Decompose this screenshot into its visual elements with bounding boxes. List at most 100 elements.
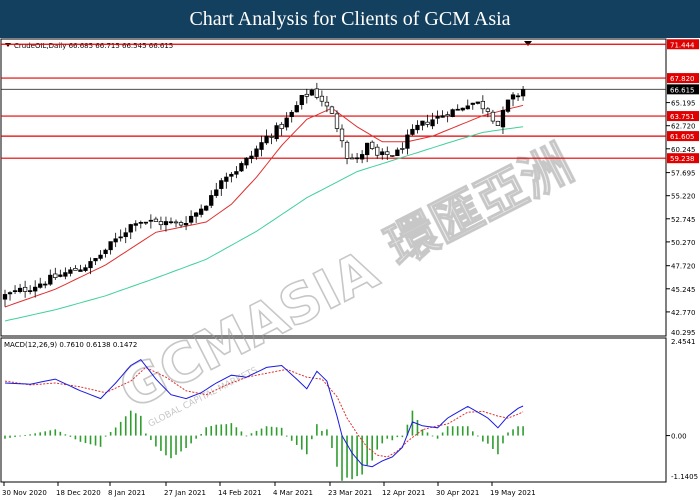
histogram-bar: [306, 435, 308, 455]
candle-body: [113, 238, 118, 243]
candle-body: [395, 149, 400, 157]
candle-body: [183, 222, 189, 226]
candle: [163, 216, 169, 232]
candle: [204, 205, 209, 212]
macd-top-label: 2.4541: [671, 338, 696, 346]
price-tick-label: 52.745: [671, 216, 696, 224]
candle: [465, 99, 470, 110]
candle: [38, 277, 43, 289]
histogram-bar: [4, 435, 6, 439]
histogram-bar: [245, 435, 248, 437]
macd-panel-border: [0, 337, 667, 483]
histogram-bar: [240, 431, 243, 436]
price-tick-label: 47.720: [671, 263, 696, 271]
price-tick-label: 55.220: [671, 193, 696, 201]
price-tick-label: 50.270: [671, 239, 696, 247]
moving-averages: [4, 104, 524, 322]
histogram-bar: [311, 435, 313, 440]
candles: [2, 82, 526, 307]
symbol-info: CrudeOIL,Daily 66.685 66.715 66.545 66.6…: [14, 42, 173, 50]
histogram-bar: [94, 435, 97, 446]
candle-body: [48, 274, 53, 285]
histogram-bar: [29, 434, 31, 436]
candle: [178, 220, 184, 228]
shift-marker-icon[interactable]: [524, 41, 532, 46]
histogram-bar: [89, 435, 92, 445]
candle-body: [425, 121, 430, 125]
histogram-bar: [19, 435, 21, 437]
candle-body: [490, 111, 496, 122]
candle: [289, 110, 294, 123]
level-label: 63.751: [670, 113, 695, 121]
candle: [153, 216, 159, 222]
candle: [183, 216, 189, 231]
candle: [319, 90, 325, 107]
candle: [108, 241, 113, 255]
candle: [7, 291, 13, 301]
time-tick-label: 8 Jan 2021: [108, 489, 146, 497]
candle-body: [279, 123, 284, 129]
candle-body: [138, 222, 143, 224]
candle-body: [365, 142, 370, 156]
histogram-bar: [431, 435, 434, 437]
ma-fast-line: [4, 104, 524, 308]
candle: [249, 150, 254, 164]
candle: [93, 258, 98, 265]
candle-body: [445, 114, 450, 117]
candle-body: [475, 101, 480, 104]
histogram-bar: [502, 435, 504, 444]
candle: [234, 166, 239, 179]
candle-body: [178, 222, 184, 226]
candle-body: [415, 124, 420, 131]
candle: [405, 129, 410, 155]
candle: [385, 146, 390, 160]
candle: [123, 227, 128, 244]
candle-body: [7, 292, 13, 295]
candle-body: [515, 95, 521, 98]
candle-body: [375, 146, 380, 156]
candle-body: [309, 89, 314, 96]
candle-body: [370, 141, 375, 149]
macd-axis: 2.4541 0.00 -1.1405: [666, 338, 698, 481]
candle: [520, 86, 526, 101]
histogram-bar: [205, 427, 207, 436]
candle-body: [435, 116, 440, 119]
histogram-bar: [145, 433, 147, 436]
candle-body: [259, 142, 264, 150]
candle: [254, 145, 259, 160]
candle: [460, 107, 465, 112]
time-tick-label: 30 Nov 2020: [2, 489, 47, 497]
candle: [495, 120, 501, 126]
histogram-bar: [79, 435, 82, 442]
candle-body: [329, 106, 335, 114]
candle: [113, 232, 118, 248]
histogram-bar: [170, 435, 172, 459]
candle-body: [339, 128, 345, 142]
candle-body: [53, 273, 58, 278]
candle-body: [188, 215, 194, 223]
histogram-bar: [190, 435, 192, 444]
histogram-bar: [336, 435, 338, 467]
time-tick-label: 23 Mar 2021: [328, 489, 372, 497]
candle: [515, 93, 521, 101]
histogram-bar: [200, 434, 202, 436]
candle-body: [324, 101, 330, 107]
histogram-bar: [155, 435, 157, 447]
histogram-bar: [195, 435, 197, 439]
candle: [349, 153, 355, 160]
candle: [173, 219, 179, 228]
histogram-bar: [265, 426, 268, 436]
candle-body: [163, 221, 169, 226]
histogram-bar: [507, 432, 509, 436]
histogram-bar: [14, 435, 16, 437]
candle: [28, 285, 33, 295]
price-tick-label: 65.195: [671, 100, 696, 108]
price-axis-bottom-label: 40.295: [671, 329, 696, 337]
candle-body: [354, 157, 360, 160]
histogram-bar: [235, 427, 238, 436]
candle-body: [168, 221, 174, 224]
histogram-bar: [124, 416, 127, 436]
candle-body: [229, 173, 234, 177]
candle-body: [344, 141, 350, 159]
time-tick-label: 4 Mar 2021: [273, 489, 313, 497]
